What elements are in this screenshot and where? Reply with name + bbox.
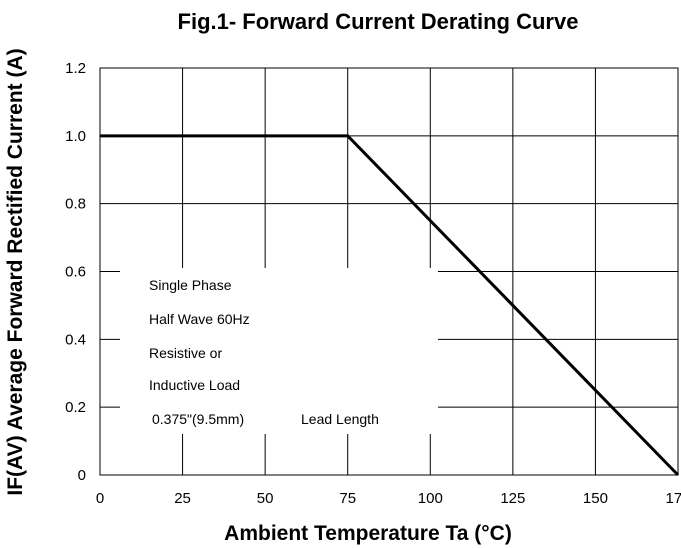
y-tick-label: 0.2 bbox=[65, 399, 86, 416]
annotations: Single Phase Half Wave 60Hz Resistive or… bbox=[149, 277, 379, 427]
y-tick-labels: 0 0.2 0.4 0.6 0.8 1.0 1.2 bbox=[65, 60, 86, 484]
annotation-half-wave: Half Wave 60Hz bbox=[149, 311, 250, 327]
annotation-resistive: Resistive or bbox=[149, 345, 222, 361]
series-layer bbox=[100, 134, 680, 477]
annotation-inductive: Inductive Load bbox=[149, 377, 240, 393]
y-tick-label: 1.2 bbox=[65, 60, 86, 77]
x-tick-label: 50 bbox=[257, 490, 274, 507]
annotation-lead-size: 0.375"(9.5mm) bbox=[152, 411, 244, 427]
x-tick-label: 125 bbox=[500, 490, 525, 507]
chart-title: Fig.1- Forward Current Derating Curve bbox=[178, 9, 579, 34]
x-tick-label: 75 bbox=[339, 490, 356, 507]
y-tick-label: 0.4 bbox=[65, 331, 86, 348]
x-axis-label: Ambient Temperature Ta (°C) bbox=[224, 522, 512, 545]
y-tick-label: 0.8 bbox=[65, 196, 86, 213]
x-tick-label: 0 bbox=[96, 490, 104, 507]
derating-curve bbox=[100, 134, 680, 477]
annotation-single-phase: Single Phase bbox=[149, 277, 232, 293]
annotation-lead-length: Lead Length bbox=[301, 411, 379, 427]
x-tick-label: 175 bbox=[665, 490, 681, 507]
y-tick-label: 1.0 bbox=[65, 128, 86, 145]
x-tick-label: 100 bbox=[418, 490, 443, 507]
plot-frame bbox=[99, 67, 679, 476]
x-tick-label: 25 bbox=[174, 490, 191, 507]
x-tick-labels: 0 25 50 75 100 125 150 175 bbox=[96, 490, 681, 507]
annotation-box bbox=[120, 268, 438, 434]
y-tick-label: 0 bbox=[78, 467, 86, 484]
x-tick-label: 150 bbox=[583, 490, 608, 507]
y-tick-label: 0.6 bbox=[65, 264, 86, 281]
y-axis-label: IF(AV) Average Forward Rectified Current… bbox=[4, 48, 27, 495]
